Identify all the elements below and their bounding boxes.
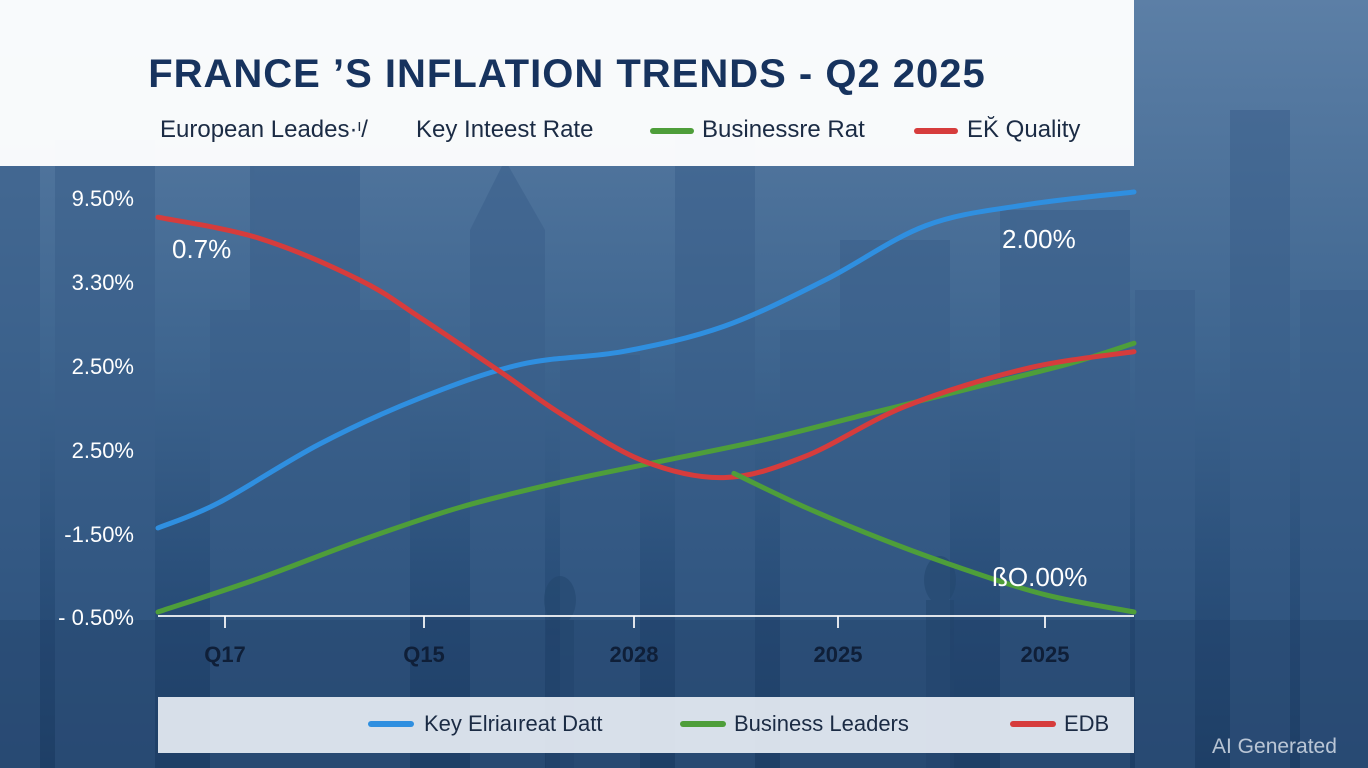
legend-top-entry-3: Businessre Rat <box>702 116 865 143</box>
x-tick-label: 2028 <box>609 642 659 667</box>
legend-top-entry-2: Key Inteest Rate <box>416 116 594 143</box>
legend-top-entry-1: European Leades·ᶦ/ <box>160 116 368 143</box>
y-tick-label: 3.30% <box>71 270 134 295</box>
bottom-legend: Key Elriaıreat Datt Business Leaders EDB <box>158 697 1134 753</box>
y-tick-label: - 0.50% <box>58 605 134 630</box>
annotation-business-end: ßO.00% <box>992 562 1088 592</box>
annotation-interest-end: 2.00% <box>1002 224 1076 254</box>
series-line-key-interest-rate <box>155 189 1137 531</box>
series-line-business-leaders-lower <box>731 470 1137 615</box>
legend-bottom-entry-3: EDB <box>1064 711 1110 736</box>
legend-bottom-swatch-business <box>680 721 726 727</box>
legend-bottom-entry-2: Business Leaders <box>734 711 909 736</box>
legend-top-swatch-business <box>650 128 694 134</box>
y-tick-label: 2.50% <box>71 354 134 379</box>
legend-top-entry-4: EK̆ Quality <box>967 116 1081 143</box>
x-tick-label: Q15 <box>403 642 445 667</box>
y-tick-label: -1.50% <box>64 522 134 547</box>
series-line-edb <box>155 214 1137 481</box>
header-panel: FRANCE ’S INFLATION TRENDS - Q2 2025 <box>0 0 1134 166</box>
legend-bottom-entry-1: Key Elriaıreat Datt <box>424 711 603 736</box>
annotation-edb-start: 0.7% <box>172 234 232 264</box>
ai-generated-watermark: AI Generated <box>1212 735 1337 758</box>
x-tick-label: 2025 <box>813 642 863 667</box>
y-tick-label: 9.50% <box>71 186 134 211</box>
series-line-business-leaders <box>155 340 1137 615</box>
x-tick-label: 2025 <box>1020 642 1070 667</box>
legend-bottom-swatch-interest <box>368 721 414 727</box>
legend-bottom-swatch-edb <box>1010 721 1056 727</box>
x-tick-label: Q17 <box>204 642 246 667</box>
chart-title: FRANCE ’S INFLATION TRENDS - Q2 2025 <box>148 52 986 96</box>
legend-top-swatch-quality <box>914 128 958 134</box>
y-tick-label: 2.50% <box>71 438 134 463</box>
